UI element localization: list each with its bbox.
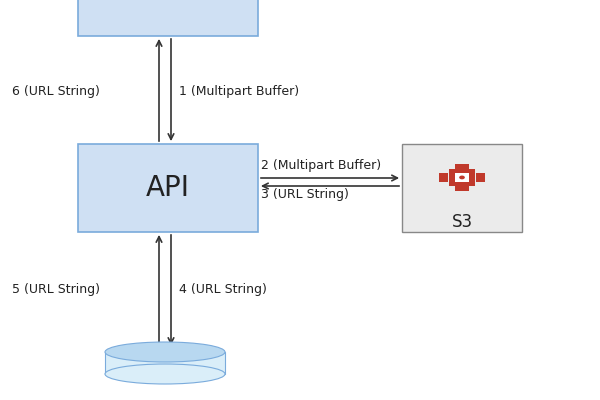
FancyBboxPatch shape <box>455 186 469 191</box>
Text: 3 (URL String): 3 (URL String) <box>261 188 349 201</box>
FancyBboxPatch shape <box>455 164 469 169</box>
Text: 4 (URL String): 4 (URL String) <box>179 284 266 296</box>
Text: 6 (URL String): 6 (URL String) <box>12 86 100 98</box>
FancyBboxPatch shape <box>455 173 469 182</box>
FancyBboxPatch shape <box>78 0 258 36</box>
FancyBboxPatch shape <box>402 144 522 232</box>
FancyBboxPatch shape <box>78 144 258 232</box>
Text: 5 (URL String): 5 (URL String) <box>12 284 100 296</box>
Text: 1 (Multipart Buffer): 1 (Multipart Buffer) <box>179 86 299 98</box>
Text: API: API <box>146 174 190 202</box>
Text: S3: S3 <box>451 213 473 231</box>
Ellipse shape <box>105 364 225 384</box>
FancyBboxPatch shape <box>449 169 475 186</box>
FancyBboxPatch shape <box>105 352 225 374</box>
FancyBboxPatch shape <box>439 173 448 182</box>
Text: 2 (Multipart Buffer): 2 (Multipart Buffer) <box>261 159 381 172</box>
Ellipse shape <box>459 176 465 179</box>
FancyBboxPatch shape <box>476 173 485 182</box>
Ellipse shape <box>105 342 225 362</box>
